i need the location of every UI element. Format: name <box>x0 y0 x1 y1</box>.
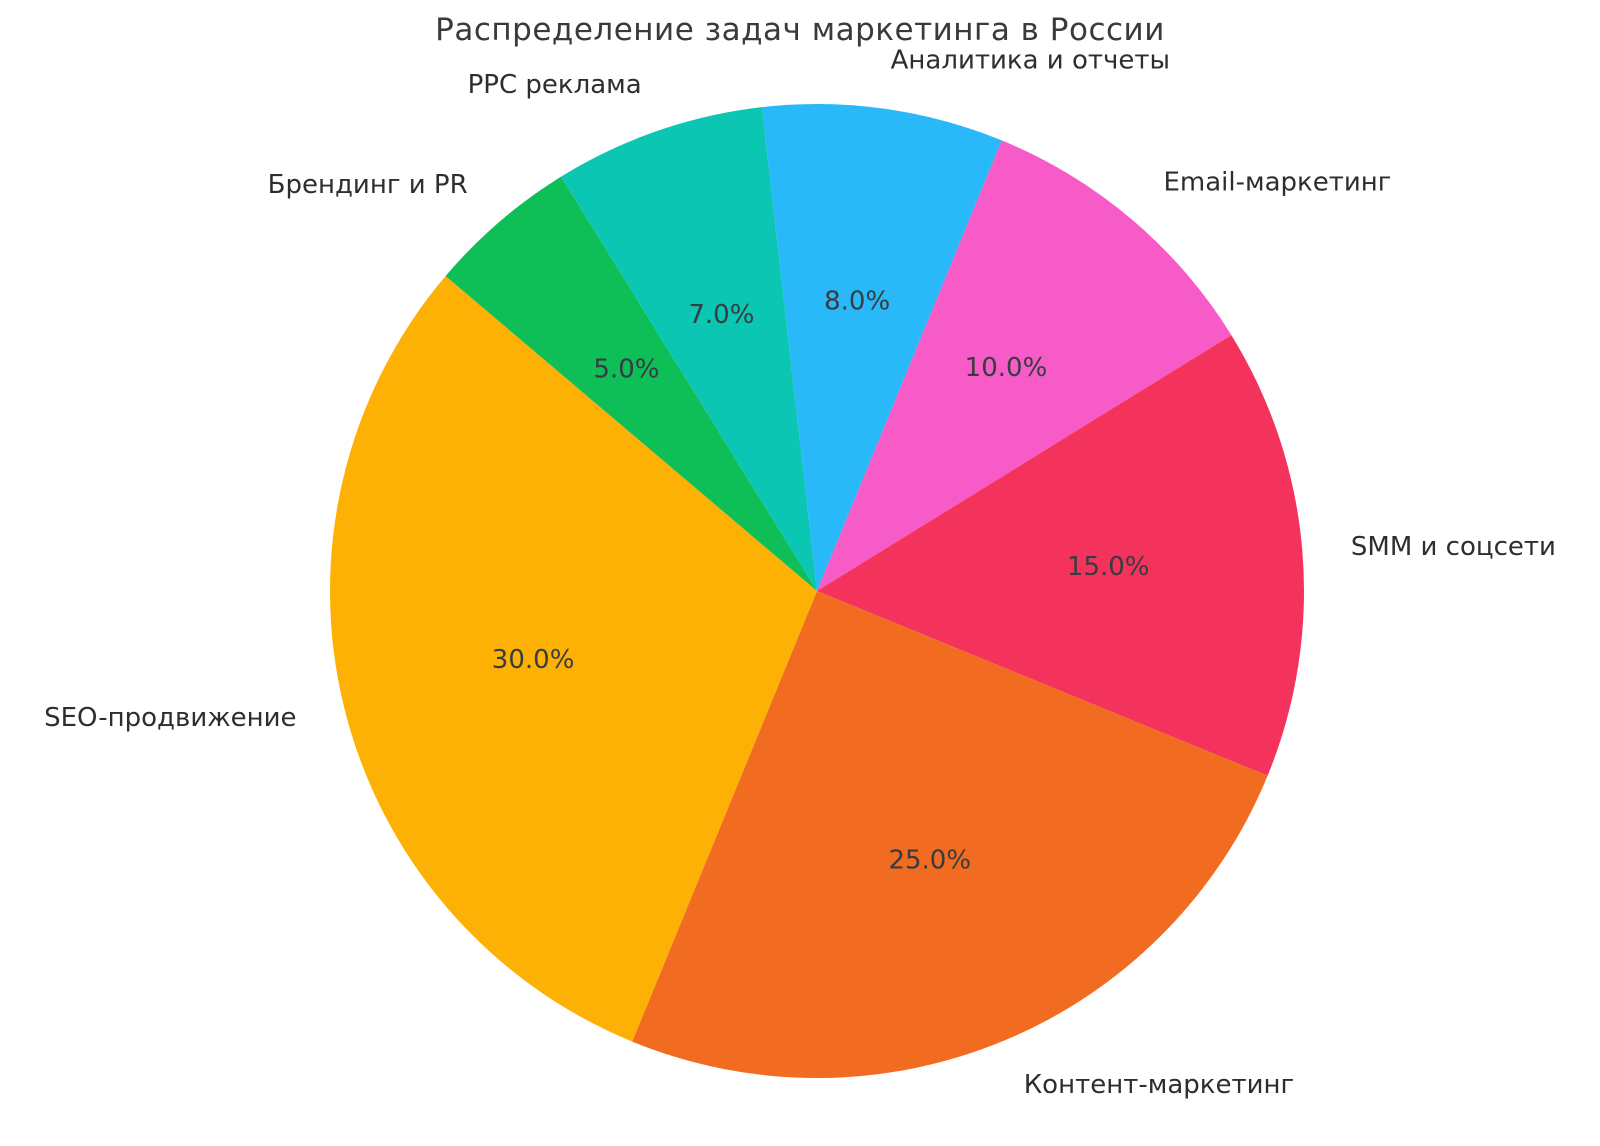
pie-slice-6 <box>561 107 817 591</box>
slice-label-0: Аналитика и отчеты <box>891 45 1170 75</box>
slice-label-2: SMM и соцсети <box>1351 532 1556 562</box>
slice-label-1: Email-маркетинг <box>1163 167 1391 197</box>
pie-slice-3 <box>632 591 1268 1079</box>
slice-pct-5: 5.0% <box>593 354 659 384</box>
slice-pct-0: 8.0% <box>824 287 890 317</box>
pie-slice-1 <box>817 140 1232 592</box>
slice-pct-3: 25.0% <box>888 846 971 876</box>
slice-label-5: Брендинг и PR <box>268 170 468 200</box>
slice-pct-2: 15.0% <box>1067 552 1150 582</box>
slice-pct-6: 7.0% <box>688 300 754 330</box>
pie-slice-4 <box>329 276 817 1042</box>
chart-title: Распределение задач маркетинга в России <box>435 12 1165 48</box>
pie-slice-5 <box>445 176 817 591</box>
slice-label-3: Контент-маркетинг <box>1024 1070 1295 1100</box>
slice-label-4: SEO-продвижение <box>44 703 296 733</box>
pie-slice-0 <box>761 103 1002 592</box>
pie-slice-2 <box>817 335 1305 776</box>
slice-label-6: PPC реклама <box>468 70 642 100</box>
slice-pct-1: 10.0% <box>965 353 1048 383</box>
slice-pct-4: 30.0% <box>492 645 575 675</box>
